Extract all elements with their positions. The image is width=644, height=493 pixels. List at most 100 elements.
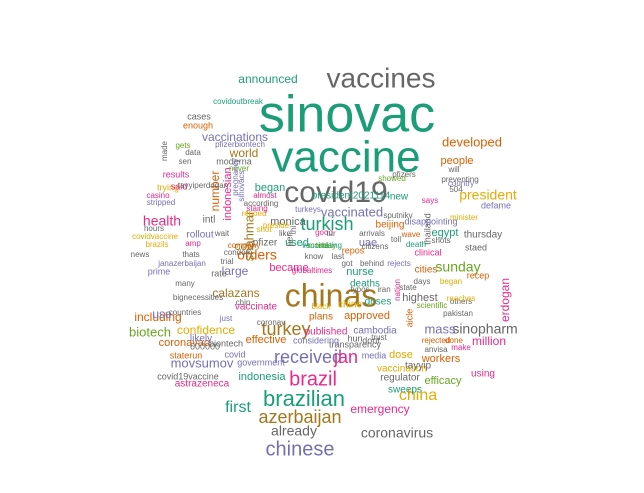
word-never: never [229,164,249,173]
word-typos: typos [350,285,369,294]
word-cambodia: cambodia [353,326,397,337]
word-wait: wait [214,229,230,238]
word-tayyiperdogan: tayyiperdogan [178,181,228,190]
word-tayyip: tayyip [405,361,432,372]
word-emergency: emergency [350,402,409,416]
word-reaches: reaches [447,294,475,303]
word-just: just [219,314,233,323]
word-like: like [279,229,292,238]
word-erdogan: erdogan [498,278,512,322]
word-hun: hun [347,333,362,343]
word-done: done [445,336,463,345]
word-per: per [284,233,294,246]
word-used: used [285,237,309,249]
word-chin: chin [236,298,251,307]
word-country: country [448,179,474,188]
word-will: will [447,165,459,174]
word-became: became [269,262,308,274]
word-staed: staed [465,242,487,252]
word-published: published [305,327,348,338]
word-confidence: confidence [177,323,235,337]
word-media: media [362,350,387,360]
word-use: use [152,307,172,321]
word-sinovacs: sinovacs [237,170,246,201]
word-moderna: moderna [216,156,252,166]
word-indonesian: indonesian [222,167,234,220]
word-last: last [332,252,345,261]
word-600000: 600000 [190,341,220,351]
word-thi: thi [289,226,298,235]
word-announced: announced [238,72,297,86]
word-egypt: egypt [432,227,459,239]
word-rate: rate [211,268,227,278]
word-many: many [175,279,195,288]
word-says: says [422,196,438,205]
word-coronav: coronav [257,318,285,327]
word-plans: plans [309,312,333,323]
word-thailand: thailand [422,213,432,245]
word-repoed: repoed [242,209,267,218]
word-vaccinating: vaccinating [302,241,342,250]
word-bignecessities: bignecessities [173,293,223,302]
word-state: state [399,283,417,292]
word-president2021114: president2021114 [312,191,391,202]
word-calazans: calazans [212,286,259,300]
word-trust: trust [371,333,387,342]
word-vaccinate: vaccinate [235,302,278,313]
word-wave: wave [401,230,421,239]
word-already: already [271,423,317,439]
word-staing: staing [246,204,267,213]
word-uae: uae [359,237,377,249]
word-world: world [229,146,259,160]
word-good: good [315,228,333,237]
word-brazils: brazils [145,240,168,249]
word-monday: monday [308,241,336,250]
word-hours: hours [144,224,164,233]
word-intl: intl [203,215,216,226]
word-trying: trying [157,182,179,192]
word-chinas: chinas [285,277,378,313]
word-trial: trial [221,257,234,266]
word-scientific: scientific [417,301,448,310]
word-developed: developed [442,134,502,149]
word-data: data [185,148,201,157]
word-president: president [459,187,517,203]
word-effective: effective [246,334,287,346]
word-iran: iran [377,285,390,294]
word-casino: casino [146,191,170,200]
word-covid19vaccine: covid19vaccine [157,371,219,381]
word-including: including [134,310,181,324]
word-rejected: rejected [422,336,450,345]
word-countries: countries [169,308,201,317]
word-million: million [472,334,506,348]
word-sinovac: sinovac [259,86,435,144]
word-government: government [237,357,285,367]
word-gets: gets [175,141,190,150]
word-pakistan: pakistan [443,309,473,318]
word-transparency: transparency [329,339,382,349]
word-prime: prime [148,266,171,276]
word-covidvaccine: covidvaccine [132,232,178,241]
word-using: using [471,369,495,380]
word-preventing: preventing [441,175,478,184]
word-pfizer: pfizer [253,238,278,249]
word-regulator: regulator [380,373,420,384]
word-shots: shots [431,236,450,245]
word-according: according [244,199,279,208]
word-turkeys: turkeys [295,205,321,214]
word-monica: monica [270,216,306,228]
word-minister: minister [450,213,478,222]
word-cities: cities [415,265,438,276]
word-others: others [450,297,472,306]
word-sen: sen [179,157,192,166]
word-vaccine: vaccine [271,133,420,182]
word-pfizerbiontech: pfizerbiontech [215,140,265,149]
word-coronavirus: coronavirus [361,425,433,441]
word-large: large [222,264,249,278]
word-toll: toll [391,235,401,244]
word-enough: enough [183,120,213,130]
word-began: began [255,182,286,194]
word-azerbaijan: azerbaijan [258,407,341,427]
word-said: said [171,181,188,191]
word-coronavac: coronavac [159,337,210,349]
